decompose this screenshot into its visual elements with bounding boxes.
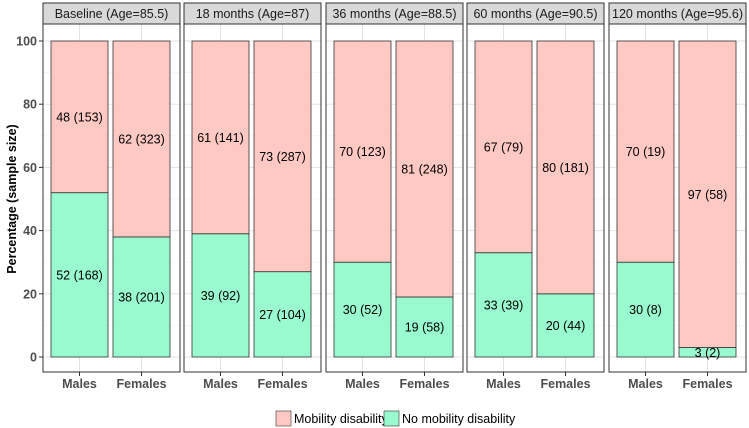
bar-females-mobility-disability [253, 40, 312, 273]
bar-value-label: 30 (8) [629, 303, 662, 317]
panel-title: 36 months (Age=88.5) [332, 7, 456, 21]
x-tick-label: Males [203, 377, 238, 391]
axis-layer: Percentage (sample size) 0 20 40 60 80 100 [5, 35, 43, 365]
bar-value-label: 70 (123) [339, 145, 386, 159]
legend: Mobility disability No mobility disabili… [275, 410, 516, 427]
bar-value-label: 67 (79) [484, 140, 524, 154]
panel-border [42, 23, 181, 373]
bar-value-label: 39 (92) [201, 289, 241, 303]
panel-2: 18 months (Age=87) 39 (92) 61 (141) Males 27… [183, 2, 322, 391]
bar-females-no-mobility-disability [112, 236, 171, 358]
x-tick-label: Males [345, 377, 380, 391]
bar-value-label: 38 (201) [118, 290, 165, 304]
bar-males-no-mobility-disability [191, 233, 250, 358]
y-tick-label: 80 [23, 98, 37, 112]
panel-title: 60 months (Age=90.5) [473, 7, 597, 21]
panel-1: Baseline (Age=85.5) 52 (168) 48 (153) Males… [42, 2, 181, 391]
panel-5: 120 months (Age=95.6) 30 (8) 70 (19) Males 3… [608, 2, 747, 391]
bar-value-label: 97 (58) [688, 188, 728, 202]
bar-value-label: 3 (2) [695, 346, 721, 360]
x-tick-label: Males [628, 377, 663, 391]
bar-males-mobility-disability [50, 40, 109, 194]
bar-value-label: 30 (52) [343, 303, 383, 317]
bar-value-label: 27 (104) [259, 308, 306, 322]
panel-title: Baseline (Age=85.5) [55, 7, 169, 21]
bar-value-label: 80 (181) [542, 161, 589, 175]
bar-value-label: 61 (141) [197, 131, 244, 145]
panel-border [466, 23, 605, 373]
legend-label-mobility-disability: Mobility disability [294, 412, 389, 426]
panel-border [608, 23, 747, 373]
legend-label-no-mobility-disability: No mobility disability [402, 412, 516, 426]
x-tick-label: Females [257, 377, 307, 391]
bar-value-label: 62 (323) [118, 132, 165, 146]
bar-value-label: 73 (287) [259, 150, 306, 164]
x-tick-label: Females [116, 377, 166, 391]
y-axis-label: Percentage (sample size) [5, 124, 19, 273]
bar-females-no-mobility-disability [253, 271, 312, 358]
panel-border [183, 23, 322, 373]
bar-males-no-mobility-disability [616, 261, 675, 358]
bar-females-mobility-disability [536, 40, 595, 295]
legend-swatch-mobility-disability [275, 410, 292, 427]
x-tick-label: Females [682, 377, 732, 391]
bar-males-mobility-disability [616, 40, 675, 263]
bar-females-mobility-disability [112, 40, 171, 238]
legend-swatch-no-mobility-disability [383, 410, 400, 427]
bar-females-no-mobility-disability [395, 296, 454, 358]
bar-value-label: 19 (58) [405, 320, 445, 334]
y-tick-label: 40 [23, 224, 37, 238]
bar-males-mobility-disability [474, 40, 533, 254]
bar-males-mobility-disability [191, 40, 250, 235]
bar-males-no-mobility-disability [333, 261, 392, 358]
panels-layer: Baseline (Age=85.5) 52 (168) 48 (153) Males… [42, 2, 747, 391]
bar-value-label: 20 (44) [546, 319, 586, 333]
bar-males-mobility-disability [333, 40, 392, 263]
panel-title: 120 months (Age=95.6) [612, 7, 743, 21]
bar-females-mobility-disability [395, 40, 454, 298]
bar-value-label: 81 (248) [401, 162, 448, 176]
x-tick-label: Males [62, 377, 97, 391]
bar-females-no-mobility-disability [536, 293, 595, 358]
bar-value-label: 33 (39) [484, 298, 524, 312]
panel-4: 60 months (Age=90.5) 33 (39) 67 (79) Males 2… [466, 2, 605, 391]
bar-males-no-mobility-disability [474, 252, 533, 358]
bar-value-label: 52 (168) [56, 268, 103, 282]
y-tick-label: 0 [30, 351, 37, 365]
panel-title: 18 months (Age=87) [196, 7, 310, 21]
x-tick-label: Females [399, 377, 449, 391]
x-tick-label: Females [540, 377, 590, 391]
bar-value-label: 70 (19) [626, 145, 666, 159]
x-tick-label: Males [486, 377, 521, 391]
y-tick-label: 100 [16, 35, 37, 49]
bar-value-label: 48 (153) [56, 110, 103, 124]
panel-border [325, 23, 464, 373]
y-tick-label: 60 [23, 161, 37, 175]
bar-females-mobility-disability [678, 40, 737, 348]
y-tick-label: 20 [23, 287, 37, 301]
panel-3: 36 months (Age=88.5) 30 (52) 70 (123) Males… [325, 2, 464, 391]
